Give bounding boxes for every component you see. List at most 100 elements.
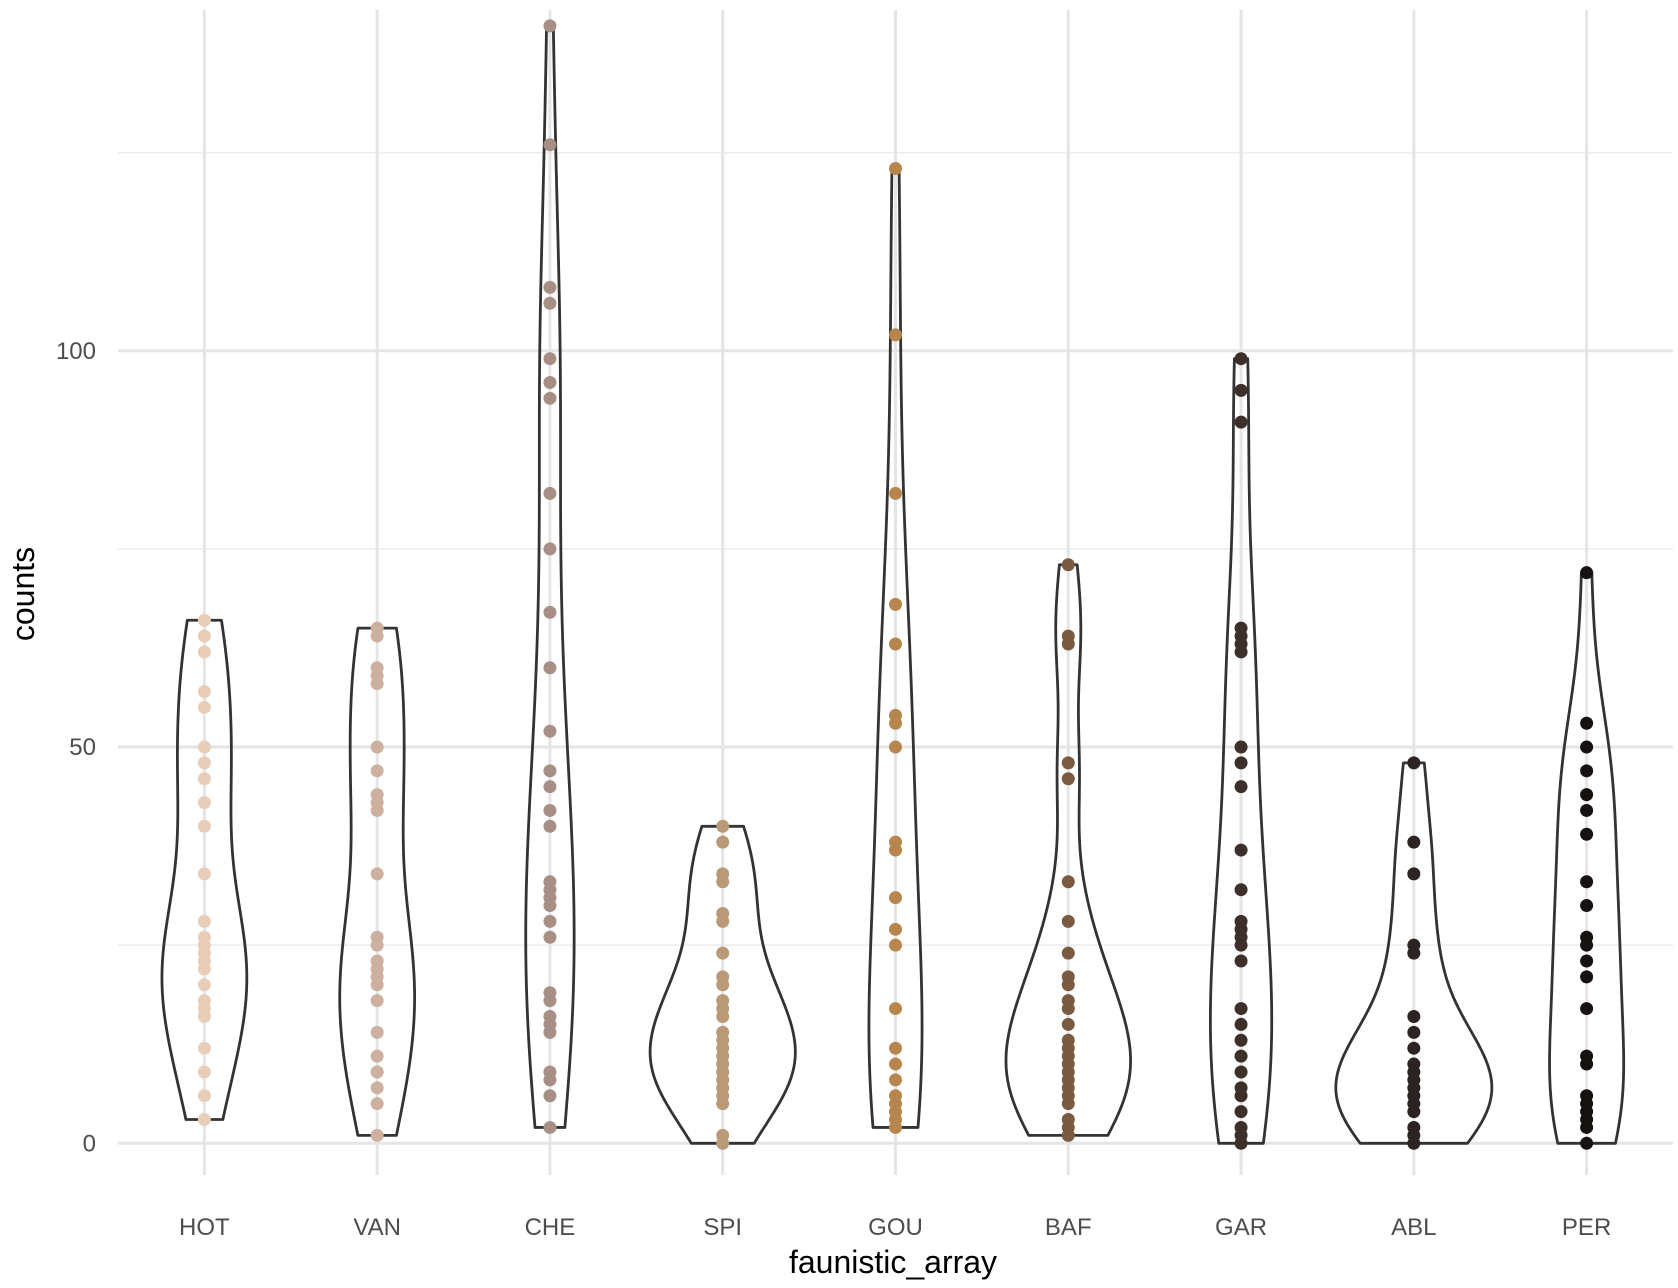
data-point-gou: [889, 1089, 902, 1103]
data-point-spi: [716, 867, 730, 881]
data-point-che: [543, 138, 557, 152]
data-point-gou: [889, 486, 902, 500]
data-point-per: [1580, 740, 1594, 754]
y-tick-label: 100: [56, 338, 96, 365]
x-tick-label: VAN: [353, 1214, 401, 1241]
violin-van: [338, 626, 416, 1137]
y-axis-title: counts: [5, 547, 41, 641]
data-point-van: [370, 661, 384, 675]
data-point-spi: [716, 1128, 730, 1142]
data-point-hot: [197, 978, 211, 992]
violin-spi: [648, 824, 797, 1145]
data-point-hot: [197, 700, 211, 714]
data-point-spi: [716, 819, 730, 833]
y-tick-labels: 0 50 100: [56, 338, 96, 1158]
data-point-hot: [197, 629, 211, 643]
data-point-abl: [1407, 1025, 1421, 1039]
data-point-abl: [1407, 1120, 1421, 1134]
data-point-per: [1580, 827, 1594, 841]
data-point-gou: [889, 597, 902, 611]
data-point-van: [370, 621, 384, 635]
data-point-van: [370, 1065, 384, 1079]
data-point-baf: [1061, 629, 1075, 643]
data-point-van: [370, 740, 384, 754]
data-point-gou: [889, 162, 902, 176]
data-point-hot: [197, 796, 211, 810]
data-point-per: [1580, 1089, 1594, 1103]
data-point-hot: [197, 772, 211, 786]
data-point-che: [543, 803, 557, 817]
data-point-gar: [1234, 954, 1248, 968]
data-point-per: [1580, 566, 1594, 580]
major-gridlines: [118, 10, 1673, 1175]
data-point-gar: [1234, 621, 1248, 635]
data-point-gar: [1234, 352, 1248, 366]
data-point-abl: [1407, 1041, 1421, 1055]
data-point-per: [1580, 954, 1594, 968]
data-point-che: [543, 1120, 557, 1134]
data-point-per: [1580, 930, 1594, 944]
data-point-van: [370, 867, 384, 881]
data-point-che: [543, 724, 557, 738]
data-point-spi: [716, 994, 730, 1008]
data-point-gar: [1234, 756, 1248, 770]
data-point-hot: [197, 740, 211, 754]
data-point-che: [543, 914, 557, 928]
data-point-van: [370, 1081, 384, 1095]
data-point-spi: [716, 970, 730, 984]
data-point-gar: [1234, 415, 1248, 429]
data-point-che: [543, 875, 557, 889]
data-point-van: [370, 1049, 384, 1063]
data-point-gou: [889, 891, 902, 905]
data-point-baf: [1061, 1033, 1075, 1047]
data-point-gou: [889, 637, 902, 651]
data-point-gar: [1234, 914, 1248, 928]
data-point-baf: [1061, 994, 1075, 1008]
data-point-che: [543, 780, 557, 794]
data-point-van: [370, 954, 384, 968]
data-point-gar: [1234, 1033, 1248, 1047]
data-point-abl: [1407, 938, 1421, 952]
data-point-spi: [716, 835, 730, 849]
data-point-baf: [1061, 756, 1075, 770]
data-point-che: [543, 352, 557, 366]
point-layer: [197, 19, 1594, 1150]
x-tick-label: SPI: [703, 1214, 742, 1241]
data-point-gou: [889, 708, 902, 722]
data-point-spi: [716, 906, 730, 920]
data-point-van: [370, 1025, 384, 1039]
data-point-hot: [197, 645, 211, 659]
x-tick-label: PER: [1562, 1214, 1611, 1241]
data-point-hot: [197, 756, 211, 770]
data-point-hot: [197, 914, 211, 928]
data-point-gar: [1234, 1049, 1248, 1063]
data-point-gou: [889, 835, 902, 849]
data-point-hot: [197, 613, 211, 627]
violin-hot: [160, 618, 249, 1121]
data-point-van: [370, 994, 384, 1008]
data-point-baf: [1061, 1017, 1075, 1031]
data-point-abl: [1407, 1009, 1421, 1023]
y-tick-label: 50: [69, 734, 96, 761]
data-point-baf: [1061, 914, 1075, 928]
data-point-che: [543, 280, 557, 294]
data-point-che: [543, 605, 557, 619]
data-point-che: [543, 764, 557, 778]
violin-baf: [1004, 563, 1132, 1137]
data-point-che: [543, 542, 557, 556]
x-tick-label: GOU: [868, 1214, 923, 1241]
data-point-hot: [197, 685, 211, 699]
data-point-per: [1580, 875, 1594, 889]
data-point-abl: [1407, 1057, 1421, 1071]
data-point-gou: [889, 1073, 902, 1087]
data-point-che: [543, 1089, 557, 1103]
x-tick-label: CHE: [525, 1214, 576, 1241]
data-point-per: [1580, 1002, 1594, 1016]
data-point-abl: [1407, 835, 1421, 849]
data-point-per: [1580, 764, 1594, 778]
data-point-baf: [1061, 875, 1075, 889]
y-tick-label: 0: [83, 1130, 96, 1157]
data-point-gou: [889, 328, 902, 342]
data-point-che: [543, 19, 557, 33]
data-point-van: [370, 1128, 384, 1142]
